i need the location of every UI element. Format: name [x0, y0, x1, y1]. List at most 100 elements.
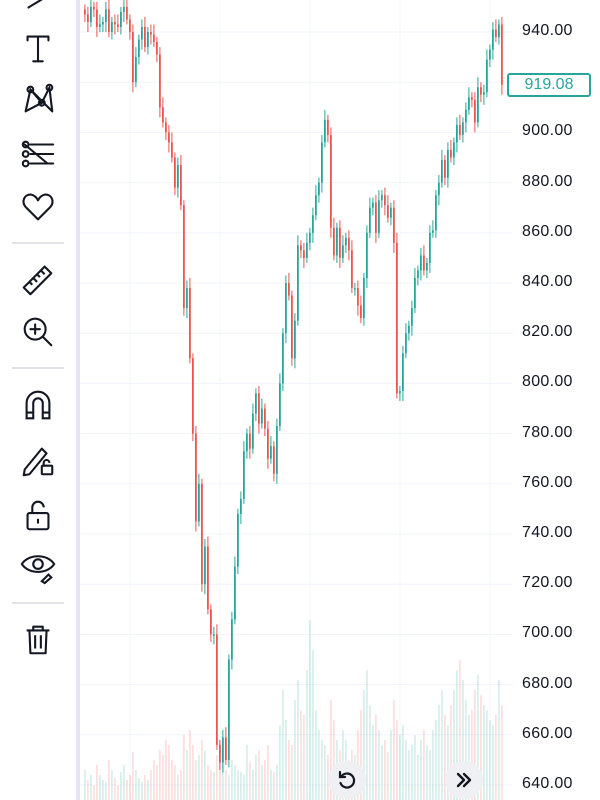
- price-tick-label: 880.00: [522, 172, 573, 190]
- candle: [474, 92, 476, 133]
- volume-bar: [243, 775, 245, 800]
- volume-bar: [444, 715, 446, 800]
- volume-bar: [399, 735, 401, 800]
- toolbar-divider: [12, 242, 64, 244]
- candle: [372, 197, 374, 216]
- candle: [441, 149, 443, 188]
- candle: [450, 139, 452, 163]
- volume-bar: [447, 725, 449, 800]
- brush-icon[interactable]: [14, 0, 62, 20]
- volume-bar: [264, 760, 266, 800]
- volume-bar: [384, 740, 386, 800]
- candle: [153, 24, 155, 48]
- volume-bar: [171, 760, 173, 800]
- candlesticks: [84, 0, 503, 773]
- price-chart[interactable]: [80, 0, 512, 800]
- candle: [132, 24, 134, 93]
- candle: [396, 232, 398, 399]
- candle: [444, 154, 446, 186]
- volume-bar: [138, 778, 140, 800]
- candle: [462, 117, 464, 143]
- candle: [270, 436, 272, 464]
- price-tick-label: 660.00: [522, 724, 573, 742]
- last-price-label: 919.08: [507, 73, 591, 97]
- volume-bar: [105, 782, 107, 800]
- fib-retracement-icon[interactable]: [14, 132, 62, 176]
- pattern-icon[interactable]: [14, 77, 62, 121]
- eye-icon[interactable]: [14, 544, 62, 588]
- unlock-icon[interactable]: [14, 493, 62, 537]
- reset-icon: [338, 770, 356, 789]
- volume-bar: [192, 745, 194, 800]
- volume-bar: [417, 755, 419, 800]
- pencil-lock-icon[interactable]: [14, 438, 62, 482]
- candle: [321, 134, 323, 193]
- volume-bar: [435, 720, 437, 800]
- volume-bar: [387, 752, 389, 800]
- volume-bar: [195, 760, 197, 800]
- volume-bar: [432, 730, 434, 800]
- volume-bar: [93, 785, 95, 800]
- candle: [117, 14, 119, 32]
- candle: [495, 19, 497, 43]
- volume-bar: [294, 700, 296, 800]
- volume-bar: [246, 745, 248, 800]
- volume-bar: [369, 705, 371, 800]
- ruler-icon[interactable]: [14, 257, 62, 301]
- volume-bar: [129, 775, 131, 800]
- text-icon[interactable]: [14, 26, 62, 70]
- candle: [87, 6, 89, 32]
- candle: [318, 177, 320, 203]
- candle: [228, 654, 230, 768]
- volume-bar: [480, 695, 482, 800]
- candle: [267, 421, 269, 469]
- volume-bar: [102, 780, 104, 800]
- candle: [102, 16, 104, 32]
- candle: [282, 328, 284, 391]
- volume-bar: [99, 775, 101, 800]
- volume-bar: [474, 690, 476, 800]
- candle: [294, 313, 296, 369]
- volume-bar: [258, 750, 260, 800]
- volume-bar: [132, 752, 134, 800]
- candle: [207, 536, 209, 615]
- price-tick-label: 840.00: [522, 273, 573, 290]
- volume-bar: [183, 735, 185, 800]
- candle: [405, 323, 407, 359]
- volume-bar: [165, 740, 167, 800]
- volume-bar: [468, 715, 470, 800]
- price-axis[interactable]: 940.00920.00900.00880.00860.00840.00820.…: [512, 0, 600, 800]
- volume-bar: [90, 775, 92, 800]
- volume-bar: [441, 690, 443, 800]
- candle: [447, 142, 449, 188]
- volume-bar: [333, 720, 335, 800]
- volume-bar: [426, 745, 428, 800]
- volume-bar: [84, 770, 86, 800]
- trash-icon[interactable]: [14, 617, 62, 661]
- candle: [468, 87, 470, 115]
- scroll-to-realtime-button[interactable]: [445, 761, 483, 799]
- volume-bar: [198, 755, 200, 800]
- price-tick-label: 860.00: [522, 222, 573, 240]
- zoom-in-icon[interactable]: [14, 310, 62, 354]
- candle: [159, 47, 161, 118]
- volume-bar: [231, 760, 233, 800]
- volume-bar: [462, 680, 464, 800]
- volume-bar: [282, 690, 284, 800]
- volume-bar: [207, 765, 209, 800]
- volume-bar: [270, 770, 272, 800]
- price-tick-label: 900.00: [522, 122, 573, 140]
- candle: [210, 604, 212, 642]
- volume-bar: [459, 660, 461, 800]
- heart-icon[interactable]: [14, 185, 62, 229]
- candle: [192, 353, 194, 442]
- reset-chart-button[interactable]: [328, 761, 366, 799]
- magnet-icon[interactable]: [14, 383, 62, 427]
- volume-bar: [453, 690, 455, 800]
- candle: [180, 154, 182, 211]
- candle: [147, 26, 149, 55]
- candle: [390, 202, 392, 226]
- volume-bar: [471, 710, 473, 800]
- volume-bar: [330, 700, 332, 800]
- volume-bar: [177, 775, 179, 800]
